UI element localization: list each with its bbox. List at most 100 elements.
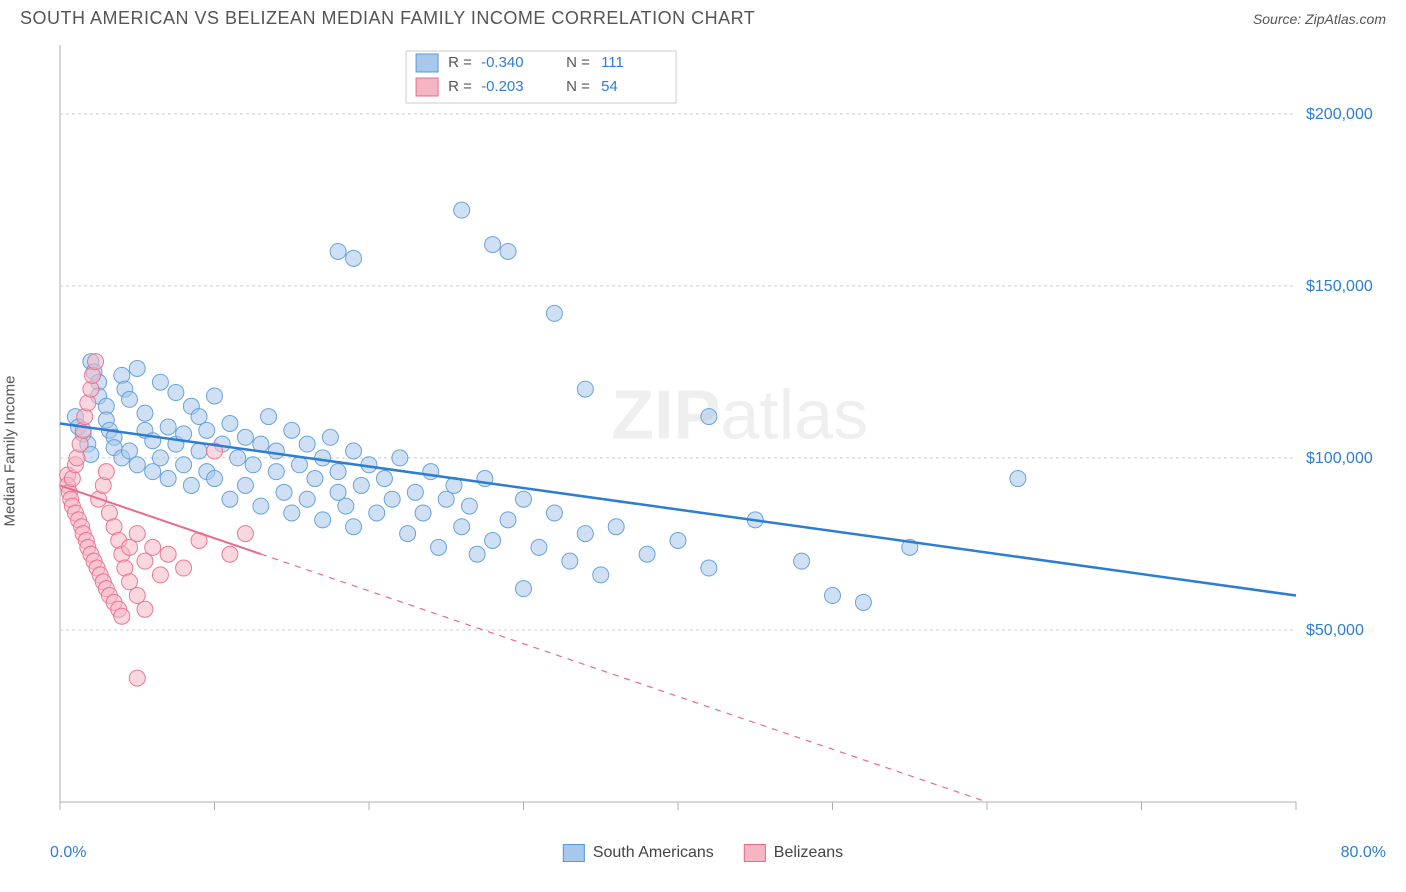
- data-point: [253, 498, 269, 514]
- legend-swatch: [563, 844, 585, 862]
- data-point: [485, 532, 501, 548]
- data-point: [392, 450, 408, 466]
- svg-text:N =: N =: [566, 78, 590, 95]
- data-point: [315, 450, 331, 466]
- chart-area: Median Family Income $50,000$100,000$150…: [20, 40, 1386, 862]
- data-point: [353, 477, 369, 493]
- data-point: [577, 526, 593, 542]
- data-point: [152, 450, 168, 466]
- scatter-plot: $50,000$100,000$150,000$200,000ZIPatlasR…: [50, 40, 1386, 822]
- y-tick-label: $150,000: [1306, 278, 1373, 295]
- data-point: [423, 464, 439, 480]
- data-point: [261, 409, 277, 425]
- data-point: [825, 588, 841, 604]
- data-point: [230, 450, 246, 466]
- data-point: [299, 436, 315, 452]
- data-point: [855, 594, 871, 610]
- data-point: [95, 477, 111, 493]
- data-point: [114, 608, 130, 624]
- data-point: [245, 457, 261, 473]
- data-point: [322, 429, 338, 445]
- x-axis-min: 0.0%: [50, 844, 86, 862]
- svg-text:111: 111: [601, 54, 624, 71]
- data-point: [152, 567, 168, 583]
- data-point: [284, 422, 300, 438]
- data-point: [152, 374, 168, 390]
- data-point: [454, 202, 470, 218]
- data-point: [237, 526, 253, 542]
- y-tick-label: $200,000: [1306, 106, 1373, 123]
- data-point: [701, 560, 717, 576]
- data-point: [98, 464, 114, 480]
- legend-label: South Americans: [593, 844, 714, 862]
- data-point: [1010, 471, 1026, 487]
- legend-correlation: R =-0.340N =111R =-0.203N =54: [406, 51, 676, 103]
- data-point: [338, 498, 354, 514]
- data-point: [307, 471, 323, 487]
- data-point: [176, 560, 192, 576]
- data-point: [500, 243, 516, 259]
- data-point: [268, 464, 284, 480]
- data-point: [88, 354, 104, 370]
- data-point: [346, 443, 362, 459]
- watermark: ZIPatlas: [611, 376, 868, 454]
- data-point: [207, 388, 223, 404]
- data-point: [415, 505, 431, 521]
- data-point: [191, 443, 207, 459]
- data-point: [593, 567, 609, 583]
- data-point: [64, 471, 80, 487]
- data-point: [407, 484, 423, 500]
- source: Source: ZipAtlas.com: [1253, 11, 1386, 27]
- data-point: [330, 464, 346, 480]
- data-point: [299, 491, 315, 507]
- data-point: [176, 457, 192, 473]
- legend-item: Belizeans: [744, 844, 843, 862]
- data-point: [461, 498, 477, 514]
- data-point: [160, 546, 176, 562]
- data-point: [129, 526, 145, 542]
- data-point: [145, 539, 161, 555]
- data-point: [346, 250, 362, 266]
- data-point: [183, 477, 199, 493]
- data-point: [222, 416, 238, 432]
- data-point: [485, 237, 501, 253]
- svg-text:R =: R =: [448, 54, 472, 71]
- legend-item: South Americans: [563, 844, 714, 862]
- y-tick-label: $50,000: [1306, 622, 1364, 639]
- data-point: [222, 491, 238, 507]
- data-point: [284, 505, 300, 521]
- data-point: [670, 532, 686, 548]
- data-point: [237, 477, 253, 493]
- data-point: [84, 367, 100, 383]
- chart-title: SOUTH AMERICAN VS BELIZEAN MEDIAN FAMILY…: [20, 8, 755, 29]
- source-label: Source:: [1253, 11, 1301, 27]
- legend-swatch: [744, 844, 766, 862]
- legend-bottom: South Americans Belizeans: [563, 844, 843, 862]
- data-point: [237, 429, 253, 445]
- data-point: [346, 519, 362, 535]
- data-point: [562, 553, 578, 569]
- data-point: [546, 505, 562, 521]
- data-point: [160, 419, 176, 435]
- data-point: [516, 581, 532, 597]
- data-point: [276, 484, 292, 500]
- data-point: [122, 391, 138, 407]
- data-point: [69, 450, 85, 466]
- data-point: [431, 539, 447, 555]
- data-point: [376, 471, 392, 487]
- x-axis-max: 80.0%: [1341, 844, 1386, 862]
- legend-label: Belizeans: [774, 844, 843, 862]
- data-point: [701, 409, 717, 425]
- data-point: [400, 526, 416, 542]
- data-point: [369, 505, 385, 521]
- data-point: [137, 405, 153, 421]
- data-point: [330, 243, 346, 259]
- data-point: [384, 491, 400, 507]
- trend-line-dashed: [261, 554, 987, 802]
- data-point: [222, 546, 238, 562]
- data-point: [531, 539, 547, 555]
- data-point: [291, 457, 307, 473]
- data-point: [500, 512, 516, 528]
- data-point: [160, 471, 176, 487]
- data-point: [129, 670, 145, 686]
